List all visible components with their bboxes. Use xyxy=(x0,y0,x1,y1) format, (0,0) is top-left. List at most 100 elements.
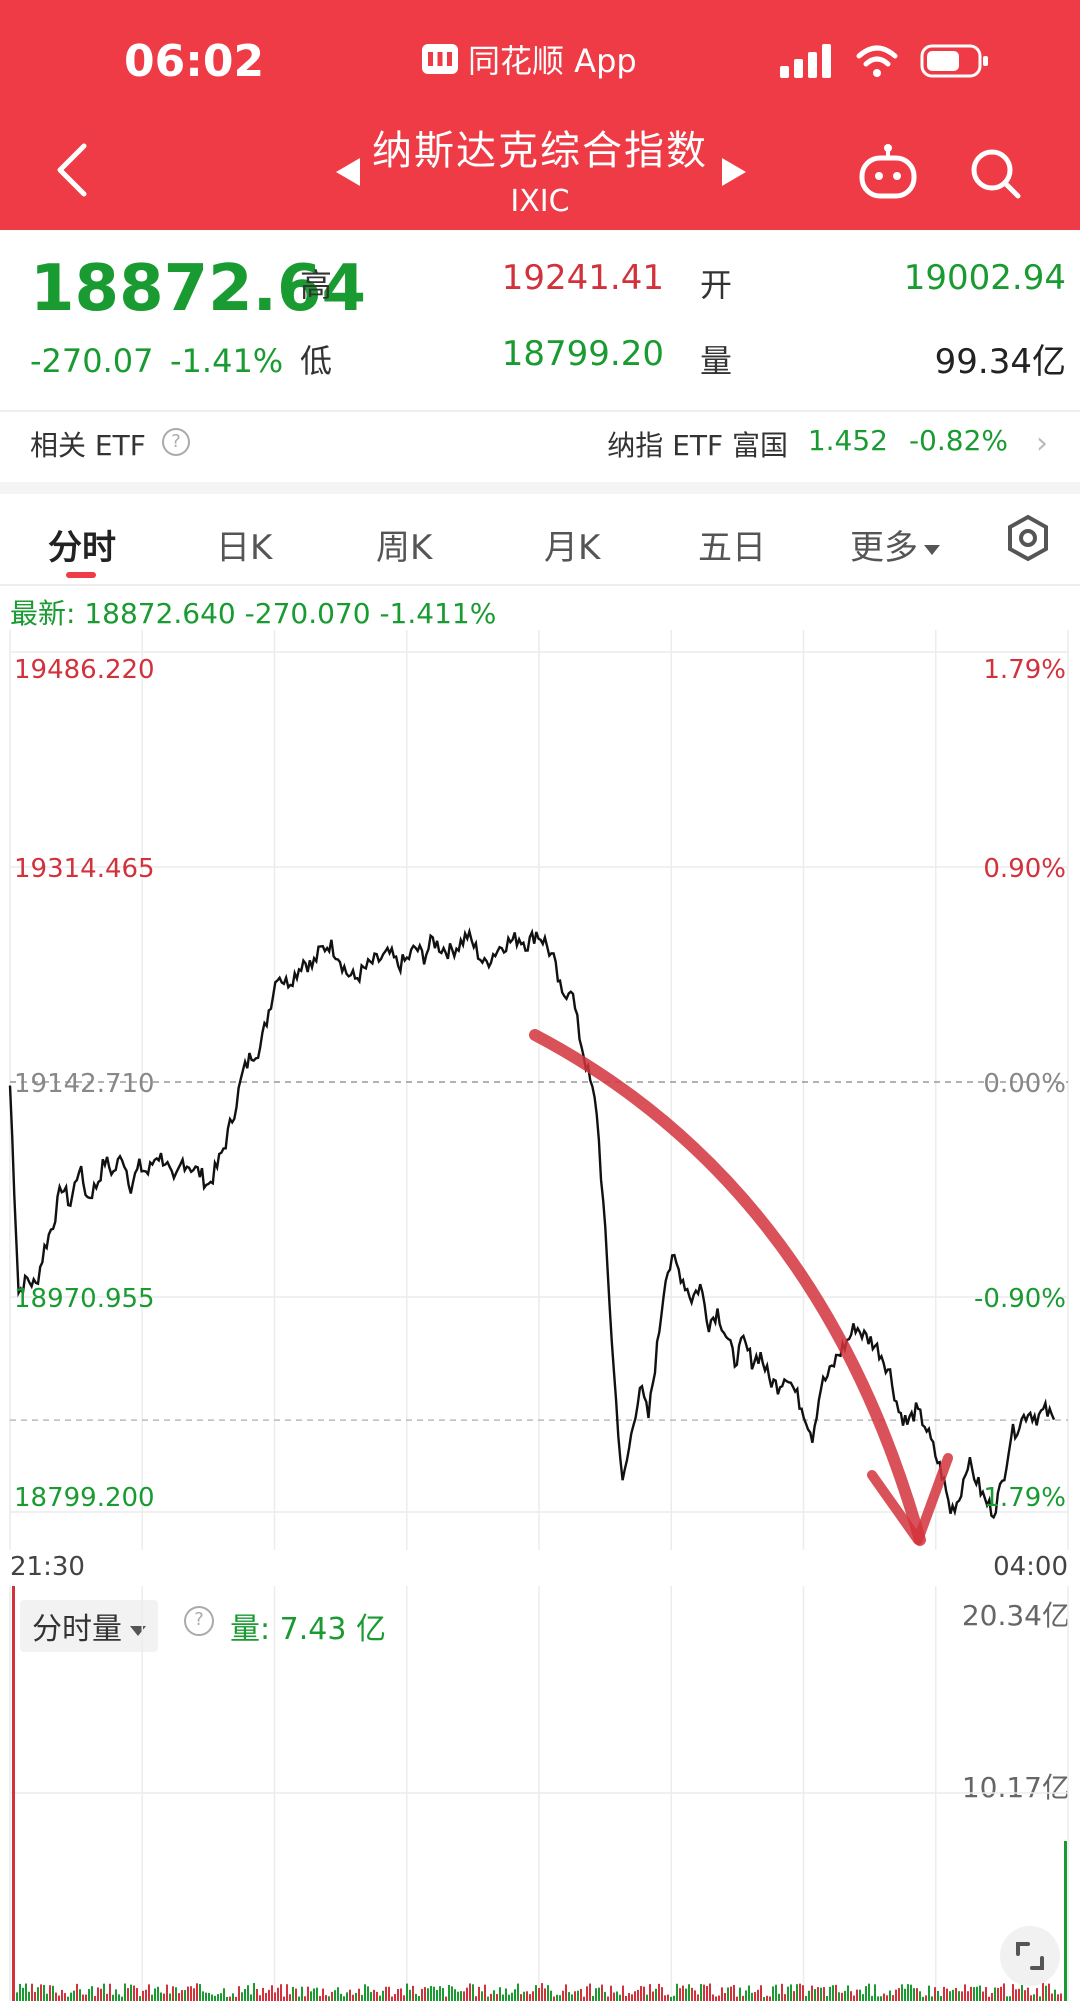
volume-mode-label: 分时量 xyxy=(32,1612,122,1647)
status-app-name: 同花顺 App xyxy=(468,42,637,80)
volume-bar xyxy=(91,1986,93,2001)
volume-bar xyxy=(445,1996,447,2001)
volume-bar xyxy=(469,1983,471,2001)
volume-bar xyxy=(838,1992,840,2001)
intraday-chart[interactable]: 19486.220 19314.465 19142.710 18970.955 1879… xyxy=(0,630,1080,1550)
tab-five-day[interactable]: 五日 xyxy=(698,528,766,568)
volume-bar xyxy=(724,1993,726,2001)
volume-bar xyxy=(424,1987,426,2001)
volume-bar xyxy=(82,1994,84,2001)
status-icons xyxy=(778,44,990,78)
volume-bar xyxy=(574,1991,576,2001)
volume-bar xyxy=(307,1986,309,2001)
volume-bar xyxy=(784,1994,786,2001)
volume-bar xyxy=(580,1988,582,2001)
volume-bar xyxy=(25,1983,27,2001)
help-icon[interactable]: ? xyxy=(184,1606,214,1636)
tab-weekly-k[interactable]: 周K xyxy=(376,528,433,568)
volume-bar xyxy=(538,1987,540,2001)
volume-bar xyxy=(124,1983,126,2001)
volume-bar xyxy=(883,1993,885,2001)
volume-bar xyxy=(835,1984,837,2001)
volume-bar xyxy=(499,1987,501,2001)
volume-panel: 分时量 ? 量: 7.43 亿 20.34亿 10.17亿 xyxy=(0,1586,1080,2001)
volume-bar xyxy=(1012,1984,1014,2001)
next-index-icon[interactable] xyxy=(722,158,746,186)
volume-bar xyxy=(145,1989,147,2001)
volume-bar xyxy=(832,1985,834,2001)
tab-more[interactable]: 更多 xyxy=(850,520,940,569)
robot-assistant-icon[interactable] xyxy=(856,140,920,200)
volume-bar xyxy=(466,1987,468,2001)
tab-monthly-k[interactable]: 月K xyxy=(544,528,601,568)
y-label-right: 0.90% xyxy=(983,854,1066,884)
volume-bar xyxy=(1064,1841,1067,2001)
volume-bar xyxy=(637,1989,639,2001)
volume-bar xyxy=(610,1985,612,2001)
etf-change-pct: -0.82% xyxy=(908,424,1008,457)
volume-chart xyxy=(9,1586,1069,2001)
volume-bar xyxy=(808,1990,810,2001)
expand-icon xyxy=(1016,1942,1044,1970)
volume-bar xyxy=(292,1986,294,2001)
volume-bar xyxy=(205,1992,207,2001)
volume-bar xyxy=(889,1990,891,2001)
related-etf-row[interactable]: 相关 ETF ? 纳指 ETF 富国 1.452 -0.82% › xyxy=(0,412,1080,482)
settings-hexagon-icon[interactable] xyxy=(1004,514,1052,562)
tab-daily-k[interactable]: 日K xyxy=(216,528,273,568)
volume-bar xyxy=(256,1989,258,2001)
volume-bar xyxy=(979,1985,981,2001)
volume-bar xyxy=(991,1992,993,2001)
volume-bar xyxy=(442,1988,444,2001)
caret-down-icon xyxy=(924,544,940,555)
volume-bar xyxy=(847,1985,849,2001)
volume-bar xyxy=(337,1987,339,2001)
y-axis-left: 19486.220 19314.465 19142.710 18970.955 1879… xyxy=(14,655,155,1513)
volume-bar xyxy=(211,1994,213,2001)
search-icon[interactable] xyxy=(968,146,1024,202)
volume-bar xyxy=(121,1996,123,2001)
back-icon[interactable] xyxy=(52,140,92,200)
tab-intraday[interactable]: 分时 xyxy=(48,528,116,568)
volume-bar xyxy=(742,1995,744,2001)
etf-name: 纳指 ETF 富国 xyxy=(607,429,788,462)
volume-bar xyxy=(790,1984,792,2001)
volume-bar xyxy=(502,1994,504,2001)
y-label-right: -0.90% xyxy=(974,1284,1066,1314)
volume-bar xyxy=(625,1995,627,2001)
section-gap xyxy=(0,482,1080,494)
battery-icon xyxy=(920,44,988,78)
prev-index-icon[interactable] xyxy=(336,158,360,186)
volume-mode-dropdown[interactable]: 分时量 xyxy=(20,1600,158,1652)
volume-bar xyxy=(1054,1989,1056,2001)
volume-bar xyxy=(37,1987,39,2001)
volume-bar xyxy=(901,1984,903,2001)
volume-bar xyxy=(697,1994,699,2001)
volume-bar xyxy=(448,1984,450,2001)
volume-bar xyxy=(595,1988,597,2001)
volume-bar xyxy=(913,1988,915,2001)
volume-bar xyxy=(970,1986,972,2001)
volume-bar xyxy=(214,1995,216,2001)
volume-bar xyxy=(709,1983,711,2001)
volume-bar xyxy=(175,1987,177,2001)
fullscreen-button[interactable] xyxy=(1000,1926,1060,1986)
volume-bar xyxy=(100,1988,102,2001)
volume-bar xyxy=(1033,1994,1035,2001)
volume-bar xyxy=(31,1983,33,2001)
signal-icon xyxy=(780,44,831,78)
volume-bar xyxy=(592,1996,594,2001)
volume-bar xyxy=(877,1996,879,2001)
volume-bar xyxy=(700,1984,702,2001)
y-axis-right: 1.79% 0.90% 0.00% -0.90% 1.79% xyxy=(974,655,1066,1513)
volume-bar xyxy=(199,1984,201,2001)
volume-bar xyxy=(463,1991,465,2001)
volume-bar xyxy=(751,1992,753,2001)
page-title: 纳斯达克综合指数 xyxy=(372,128,708,174)
volume-bar xyxy=(532,1991,534,2001)
volume-bar xyxy=(157,1986,159,2001)
volume-bar xyxy=(589,1983,591,2001)
help-icon[interactable]: ? xyxy=(162,428,190,456)
high-label: 高 xyxy=(300,266,333,304)
volume-bar xyxy=(763,1996,765,2001)
